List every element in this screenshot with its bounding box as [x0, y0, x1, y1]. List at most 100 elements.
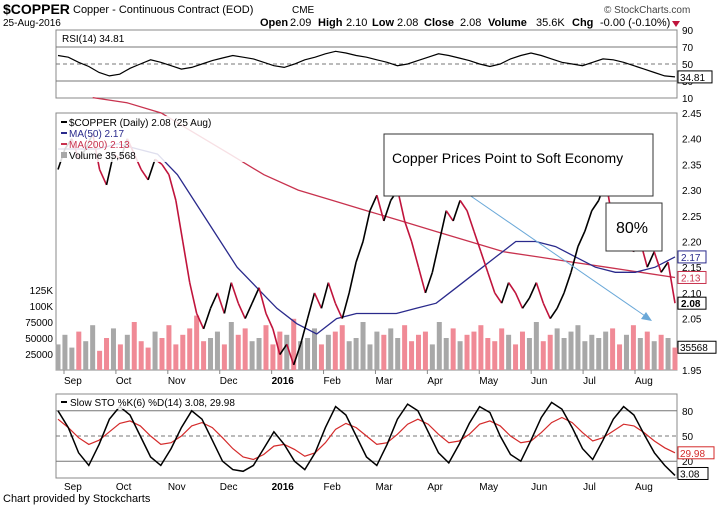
price-segment — [528, 282, 538, 299]
price-segment — [556, 292, 565, 309]
price-segment — [431, 241, 441, 273]
volume-bar — [526, 338, 532, 370]
price-panel — [55, 112, 678, 371]
price-chart: 2.452.402.352.302.252.202.152.102.052.00… — [25, 96, 717, 377]
volume-bar — [443, 338, 449, 370]
volume-last-value-label: 35568 — [680, 343, 708, 354]
price-tick-label: 1.95 — [682, 366, 702, 377]
x-tick-label: Oct — [116, 376, 132, 387]
stochastic-tick-label: 80 — [682, 407, 694, 418]
stochastic-tick-label: 50 — [682, 432, 694, 443]
price-segment — [216, 292, 226, 314]
x-tick-label: Sep — [64, 376, 82, 387]
volume-legend-swatch — [61, 152, 67, 158]
price-tick-label: 2.05 — [682, 315, 702, 326]
volume-bar — [263, 325, 269, 370]
volume-bar — [464, 334, 470, 370]
price-segment — [646, 251, 655, 268]
price-x-axis: Sep Oct Nov Dec 2016 Feb Mar Apr May Jun Jul Aug — [63, 370, 653, 387]
volume-bar — [360, 322, 366, 370]
high-label: High — [318, 17, 343, 29]
x-tick-label: Nov — [168, 482, 186, 493]
volume-bar — [124, 334, 130, 370]
chg-label: Chg — [572, 17, 593, 29]
x-tick-label: Mar — [375, 482, 393, 493]
volume-bar — [270, 344, 276, 370]
price-segment — [279, 343, 288, 356]
x-tick-label: Feb — [324, 376, 342, 387]
price-segment — [258, 287, 267, 314]
volume-bar — [374, 331, 380, 370]
volume-bar — [83, 341, 89, 370]
rsi-tick-label: 70 — [682, 43, 694, 54]
stochastic-d-line — [57, 416, 676, 461]
rsi-tick-label: 50 — [682, 60, 694, 71]
price-segment — [514, 292, 524, 309]
price-segment — [272, 328, 281, 355]
chart-credit: Chart provided by Stockcharts — [3, 493, 151, 505]
stochastic-legend-text: Slow STO %K(6) %D(14) 3.08, 29.98 — [70, 398, 235, 409]
volume-tick-label: 50000 — [25, 334, 53, 345]
volume-bar — [367, 344, 373, 370]
volume-bar — [658, 334, 664, 370]
price-segment — [230, 282, 240, 304]
volume-bar — [402, 325, 408, 370]
volume-bar — [62, 334, 68, 370]
callout-text: Copper Prices Point to Soft Economy — [392, 150, 624, 166]
price-tick-label: 2.10 — [682, 289, 702, 300]
price-segment — [549, 307, 558, 320]
x-tick-label: May — [479, 482, 498, 493]
price-segment — [175, 200, 184, 242]
price-segment — [320, 282, 330, 309]
volume-bar — [97, 350, 103, 370]
price-segment — [286, 344, 295, 366]
volume-bar — [415, 334, 421, 370]
volume-bar — [256, 338, 262, 370]
price-segment — [376, 195, 385, 222]
x-tick-label: 2016 — [272, 482, 295, 493]
x-tick-label: Mar — [375, 376, 393, 387]
price-segment — [445, 210, 454, 222]
volume-bar — [339, 325, 345, 370]
volume-bar — [582, 341, 588, 370]
stochastic-tick-label: 20 — [682, 457, 694, 468]
ma200-last-value-label: 2.13 — [681, 273, 701, 284]
price-segment — [459, 199, 468, 212]
trend-arrow-head-icon — [641, 312, 652, 321]
price-segment — [500, 282, 510, 304]
price-segment — [348, 261, 357, 294]
volume-bar — [90, 325, 96, 370]
price-segment — [494, 292, 503, 304]
volume-bar — [499, 328, 505, 370]
volume-bar — [110, 328, 116, 370]
stochastic-d-value-box — [677, 446, 715, 460]
close-value: 2.08 — [460, 17, 481, 29]
volume-bar — [568, 331, 574, 370]
volume-bar — [55, 344, 61, 370]
stochastic-legend-box — [58, 396, 272, 409]
volume-bar — [672, 347, 678, 370]
price-segment — [168, 174, 177, 201]
price-segment — [563, 272, 572, 294]
price-last-value-box — [677, 296, 707, 310]
volume-tick-label: 25000 — [25, 350, 53, 361]
price-segment — [410, 241, 420, 268]
price-tick-label: 2.35 — [682, 160, 702, 171]
volume-bar — [429, 344, 435, 370]
volume-bar — [637, 338, 643, 370]
price-legend-box — [58, 116, 258, 162]
volume-bar — [332, 331, 338, 370]
volume-bar — [284, 334, 290, 370]
price-tick-label: 2.30 — [682, 186, 702, 197]
volume-bar — [478, 325, 484, 370]
price-tick-label: 2.45 — [682, 109, 702, 120]
down-triangle-icon — [672, 21, 680, 27]
volume-bar — [131, 322, 137, 370]
open-value: 2.09 — [290, 17, 311, 29]
rsi-tick-label: 90 — [682, 26, 694, 37]
volume-bar — [492, 341, 498, 370]
volume-bar — [547, 334, 553, 370]
volume-bar — [644, 331, 650, 370]
volume-bar — [630, 325, 636, 370]
volume-bar — [208, 338, 214, 370]
